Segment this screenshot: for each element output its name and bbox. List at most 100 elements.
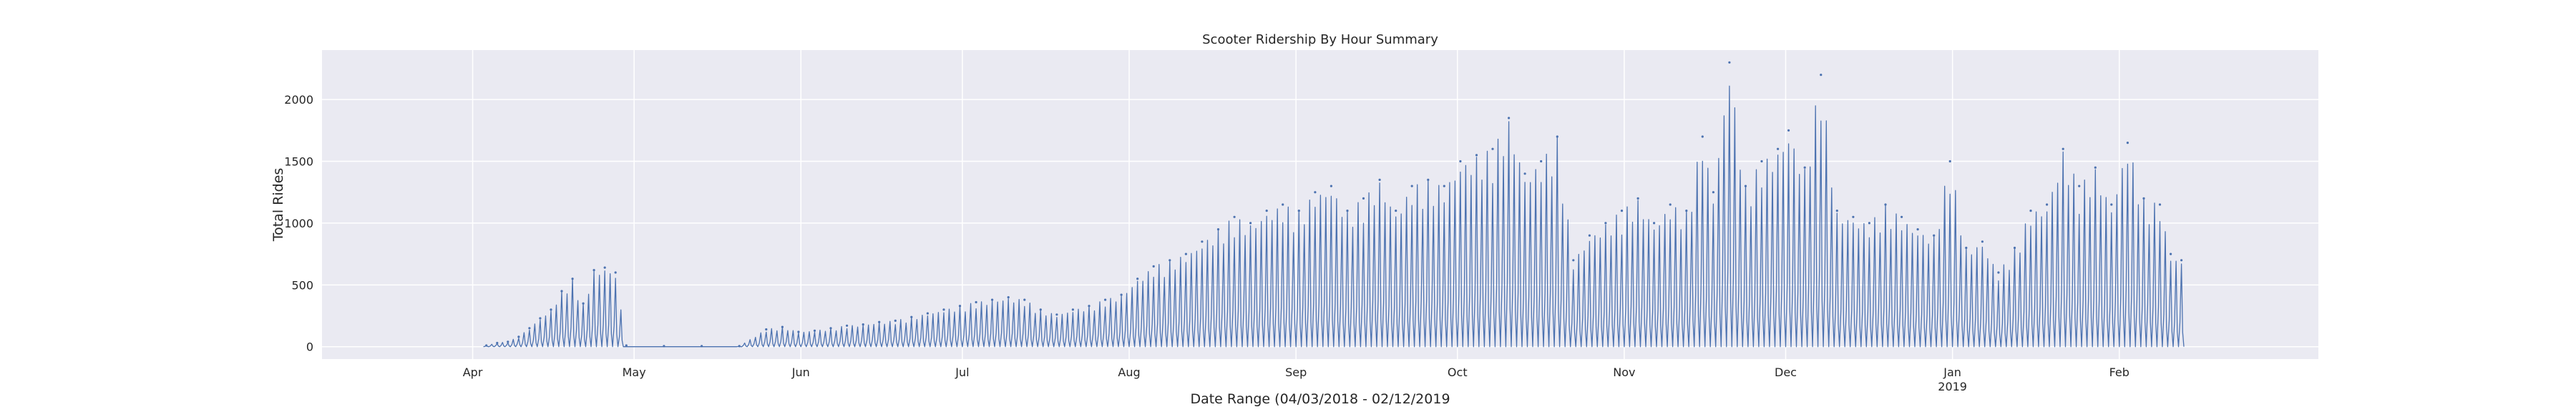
data-point xyxy=(1835,210,1838,212)
data-point xyxy=(1330,185,1332,187)
data-point xyxy=(1901,215,1903,218)
x-tick-label: Sep xyxy=(1285,366,1307,379)
series-layer xyxy=(483,61,2185,348)
data-point xyxy=(829,327,832,330)
data-point xyxy=(1981,240,1984,243)
data-point xyxy=(2078,185,2081,187)
data-point xyxy=(2046,203,2049,206)
x-tick-label: Apr xyxy=(463,366,483,379)
data-point xyxy=(571,278,574,280)
data-point xyxy=(1346,210,1349,212)
data-point xyxy=(1916,228,1919,231)
y-tick-label: 1000 xyxy=(284,217,313,230)
data-point xyxy=(1540,160,1543,163)
data-point xyxy=(1820,74,1823,77)
data-point xyxy=(1395,210,1397,212)
data-point xyxy=(539,317,542,320)
data-point xyxy=(2142,197,2145,200)
x-tick-label: May xyxy=(623,366,646,379)
data-point xyxy=(1410,185,1413,187)
data-point xyxy=(1314,191,1317,194)
data-point xyxy=(1378,178,1381,181)
x-tick-label: Aug xyxy=(1118,366,1140,379)
data-point xyxy=(2180,259,2183,262)
data-point xyxy=(1136,278,1139,280)
data-point xyxy=(592,269,595,272)
data-point xyxy=(1712,191,1714,194)
x-tick-sublabel: 2019 xyxy=(1938,380,1967,393)
data-point xyxy=(1007,296,1010,299)
x-axis-title: Date Range (04/03/2018 - 02/12/2019 xyxy=(1190,391,1450,407)
data-point xyxy=(894,319,897,322)
data-point xyxy=(2062,147,2064,150)
data-point xyxy=(496,341,499,345)
data-point xyxy=(2170,252,2172,255)
data-point xyxy=(1760,160,1763,163)
data-point xyxy=(1023,298,1026,301)
data-point xyxy=(1636,197,1639,200)
data-point xyxy=(1055,313,1058,316)
data-point xyxy=(862,323,864,326)
data-point xyxy=(765,328,768,331)
data-point xyxy=(910,315,913,318)
data-point xyxy=(1653,222,1656,225)
data-point xyxy=(813,329,816,332)
data-point xyxy=(528,327,531,330)
data-point xyxy=(738,345,741,348)
data-point xyxy=(991,298,994,301)
data-point xyxy=(1728,61,1731,64)
data-point xyxy=(926,312,929,315)
data-point xyxy=(1039,308,1042,311)
data-point xyxy=(975,300,977,304)
data-point xyxy=(1088,305,1091,308)
data-point xyxy=(507,340,509,343)
data-point xyxy=(1443,185,1445,187)
y-tick-label: 1500 xyxy=(284,155,313,169)
data-point xyxy=(550,308,552,311)
y-tick-label: 0 xyxy=(306,340,313,354)
data-point xyxy=(1120,293,1123,296)
data-point xyxy=(603,266,606,269)
data-point xyxy=(1297,210,1300,212)
data-point xyxy=(663,345,665,348)
data-point xyxy=(1744,185,1747,187)
data-point xyxy=(1184,252,1187,255)
data-point xyxy=(1233,215,1236,218)
data-point xyxy=(878,320,881,323)
data-point xyxy=(1604,222,1607,225)
y-tick-label: 2000 xyxy=(284,93,313,107)
data-point xyxy=(1201,240,1204,243)
data-point xyxy=(1884,203,1887,206)
data-point xyxy=(1803,166,1806,169)
data-point xyxy=(701,345,703,348)
series-line xyxy=(483,85,2185,348)
x-tick-label: Jan xyxy=(1943,366,1961,379)
x-tick-label: Jun xyxy=(791,366,810,379)
data-point xyxy=(1152,265,1155,268)
data-point xyxy=(1362,197,1365,200)
y-tick-label: 500 xyxy=(291,278,313,292)
data-point xyxy=(582,302,585,305)
data-point xyxy=(1701,135,1704,138)
chart-title: Scooter Ridership By Hour Summary xyxy=(1202,32,1438,47)
data-point xyxy=(1104,298,1107,301)
data-point xyxy=(2094,166,2097,169)
data-point xyxy=(1572,259,1575,262)
data-point xyxy=(1459,160,1462,163)
data-point xyxy=(1282,203,1284,206)
data-point xyxy=(517,335,520,338)
data-point xyxy=(1427,178,1430,181)
data-point xyxy=(2126,142,2129,144)
data-point xyxy=(2013,246,2016,250)
data-point xyxy=(625,344,628,347)
data-point xyxy=(1169,259,1171,262)
y-axis-ticks: 0 500 1000 1500 2000 xyxy=(284,93,313,354)
data-point xyxy=(781,325,784,328)
data-point xyxy=(1787,129,1790,132)
data-point xyxy=(2110,203,2113,206)
data-point xyxy=(1475,154,1478,157)
data-point xyxy=(1620,210,1624,212)
data-point xyxy=(1669,203,1672,206)
